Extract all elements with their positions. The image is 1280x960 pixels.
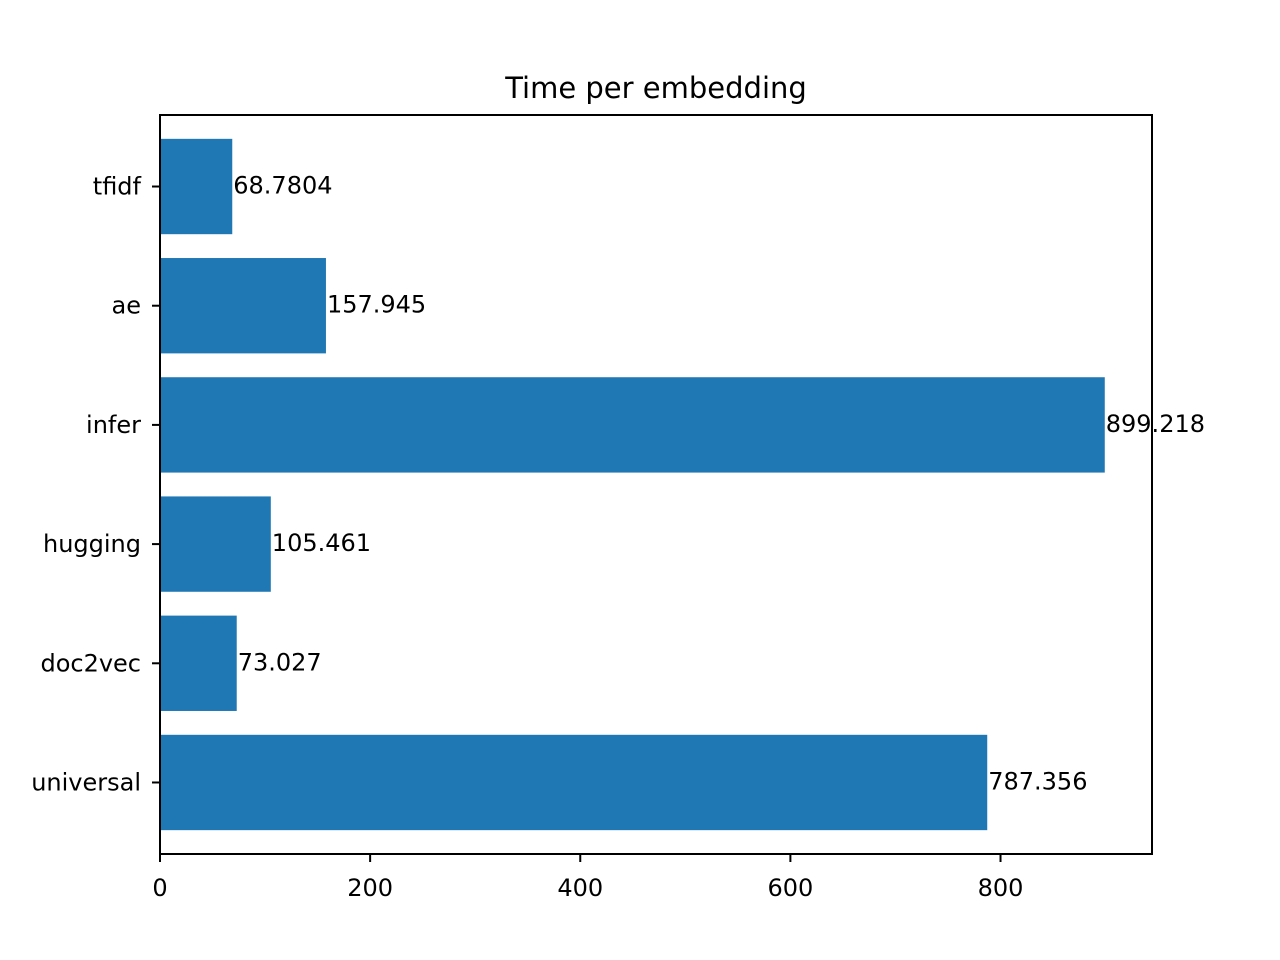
chart-title: Time per embedding xyxy=(504,71,807,105)
x-tick-label-200: 200 xyxy=(347,874,393,902)
y-tick-label-hugging: hugging xyxy=(43,530,141,558)
x-tick-label-600: 600 xyxy=(767,874,813,902)
bar-doc2vec xyxy=(160,615,237,711)
bar-infer xyxy=(160,377,1105,473)
data-label-hugging: 105.461 xyxy=(272,529,371,557)
x-tick-label-400: 400 xyxy=(557,874,603,902)
bar-ae xyxy=(160,258,326,354)
y-tick-label-universal: universal xyxy=(31,768,141,796)
y-axis: universal doc2vec hugging infer ae tfidf xyxy=(31,173,160,796)
x-tick-label-0: 0 xyxy=(152,874,167,902)
bars-layer xyxy=(160,138,1105,831)
data-label-doc2vec: 73.027 xyxy=(238,648,322,676)
data-labels-layer: 787.356 73.027 105.461 899.218 157.945 68.780… xyxy=(233,172,1205,796)
data-label-infer: 899.218 xyxy=(1106,410,1205,438)
plot-frame xyxy=(159,114,1153,855)
y-tick-label-tfidf: tfidf xyxy=(93,173,142,201)
bar-tfidf xyxy=(160,138,233,235)
bar-universal xyxy=(160,734,988,831)
data-label-tfidf: 68.7804 xyxy=(233,172,332,200)
data-label-universal: 787.356 xyxy=(988,767,1087,795)
y-tick-label-doc2vec: doc2vec xyxy=(40,649,141,677)
y-tick-label-infer: infer xyxy=(86,411,141,439)
data-label-ae: 157.945 xyxy=(327,291,426,319)
y-tick-label-ae: ae xyxy=(112,292,141,320)
x-tick-label-800: 800 xyxy=(978,874,1024,902)
bar-hugging xyxy=(160,496,271,592)
x-axis: 0 200 400 600 800 xyxy=(152,854,1023,902)
